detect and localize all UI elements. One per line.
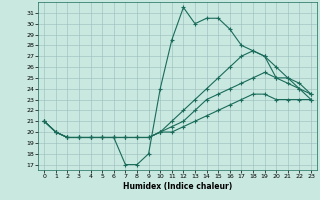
- X-axis label: Humidex (Indice chaleur): Humidex (Indice chaleur): [123, 182, 232, 191]
